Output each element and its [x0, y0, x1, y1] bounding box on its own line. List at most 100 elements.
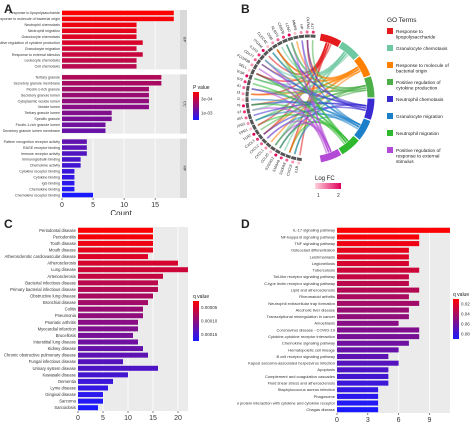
category-label: Dementia — [58, 379, 77, 384]
legend-label: Positive regulation of — [396, 80, 441, 86]
x-tick-label: 10 — [124, 415, 132, 422]
logfc-mark — [300, 31, 303, 34]
logfc-colorbar — [315, 183, 341, 189]
logfc-mark — [294, 32, 297, 35]
gene-arc — [253, 125, 255, 129]
bar — [62, 193, 93, 198]
bar — [337, 401, 378, 406]
category-label: Periodontal disease — [39, 228, 76, 233]
category-label: Primary bacterial infectious disease — [10, 287, 77, 292]
category-label: Granulocyte chemotaxis — [21, 35, 60, 39]
term-arc — [357, 120, 367, 138]
legend-label: Positive regulation of — [396, 148, 441, 154]
gene-arc — [291, 157, 296, 158]
legend-title: GO Terms — [387, 17, 417, 24]
bar — [62, 52, 143, 57]
category-label: Bacterial infectious disease — [25, 280, 76, 285]
gene-arc — [247, 86, 248, 91]
category-label: Sarcoidosis — [54, 405, 76, 410]
bar — [62, 46, 137, 51]
legend-label: Neutrophil chemotaxis — [396, 97, 444, 103]
bar — [62, 117, 112, 122]
category-label: Lipid and atherosclerosis — [291, 288, 335, 293]
legend-title: q value — [193, 294, 209, 300]
gene-arc — [252, 70, 254, 74]
legend-swatch — [387, 28, 393, 34]
legend-tick-label: 0.04 — [461, 312, 470, 317]
bar — [62, 58, 137, 63]
category-label: Brucellosis — [56, 333, 76, 338]
category-label: Pneumonia — [55, 313, 77, 318]
logfc-mark — [262, 49, 265, 52]
logfc-mark — [274, 154, 277, 157]
legend-swatch — [387, 96, 393, 102]
category-label: Atherosclerotic cardiovascular disease — [5, 254, 77, 259]
bar — [62, 157, 81, 162]
category-label: C-type lectin receptor signaling pathway — [264, 281, 335, 286]
bar — [62, 128, 105, 133]
gene-arc — [299, 36, 304, 37]
category-label: Hematopoietic cell lineage — [288, 347, 335, 352]
category-label: Immune receptor activity — [21, 152, 60, 156]
panel-a-letter: A — [4, 2, 13, 16]
bar — [78, 379, 113, 384]
bar — [337, 374, 388, 379]
logfc-title: Log FC — [315, 176, 335, 182]
gene-arc — [263, 139, 266, 143]
gene-label: PTGS2 — [237, 97, 240, 101]
gene-arc — [248, 109, 249, 114]
category-label: Sarcoma — [59, 399, 76, 404]
category-label: Amoebiasis — [314, 321, 335, 326]
logfc-mark — [260, 142, 263, 145]
category-label: Toll-like receptor signaling pathway — [273, 274, 335, 279]
gene-label: IL1B — [294, 165, 299, 174]
logfc-mark — [266, 45, 269, 48]
gene-label: SOCS3 — [237, 90, 240, 95]
category-label: Chronic obstructive pulmonary disease — [4, 353, 77, 358]
colorbar — [453, 299, 459, 339]
category-label: Tertiary granule — [35, 76, 60, 80]
bar — [337, 274, 409, 279]
category-label: Gingival disease — [45, 392, 76, 397]
category-label: Tooth disease — [50, 241, 77, 246]
legend-tick-label: 0.00010 — [201, 319, 218, 324]
category-label: Chemokine receptor binding — [15, 193, 60, 197]
gene-label: TREM1 — [237, 82, 241, 88]
bar — [62, 34, 137, 39]
bar — [62, 105, 149, 110]
legend-swatch — [387, 113, 393, 119]
bar — [62, 40, 143, 45]
category-label: IL-17 signaling pathway — [293, 228, 335, 233]
x-tick-label: 5 — [91, 202, 95, 209]
bar — [78, 320, 138, 325]
term-arc — [320, 152, 339, 159]
gene-label: OLFM4 — [306, 17, 310, 29]
gene-label: SELL — [238, 63, 248, 70]
legend-label: Response to — [396, 29, 423, 35]
category-label: Chemokine activity — [30, 164, 60, 168]
logfc-mark — [306, 31, 309, 34]
gene-arc — [294, 37, 299, 38]
bar — [337, 394, 378, 399]
bar — [62, 145, 87, 150]
bar — [78, 280, 158, 285]
bar — [337, 308, 409, 313]
gene-arc — [268, 48, 272, 51]
gene-arc — [256, 130, 259, 134]
colorbar — [193, 301, 199, 341]
legend-swatch — [387, 147, 393, 153]
logfc-mark — [276, 38, 279, 41]
bar — [337, 288, 419, 293]
bar — [337, 314, 409, 319]
logfc-mark — [271, 41, 274, 44]
bar — [62, 99, 149, 104]
bar — [78, 267, 188, 272]
logfc-mark — [269, 150, 272, 153]
bar — [337, 347, 399, 352]
colorbar — [193, 92, 199, 120]
category-label: Colitis — [65, 307, 76, 312]
category-label: Granulocyte migration — [25, 47, 60, 51]
bar — [78, 254, 148, 259]
category-label: Kaposi sarcoma-associated herpesvirus in… — [248, 361, 335, 366]
